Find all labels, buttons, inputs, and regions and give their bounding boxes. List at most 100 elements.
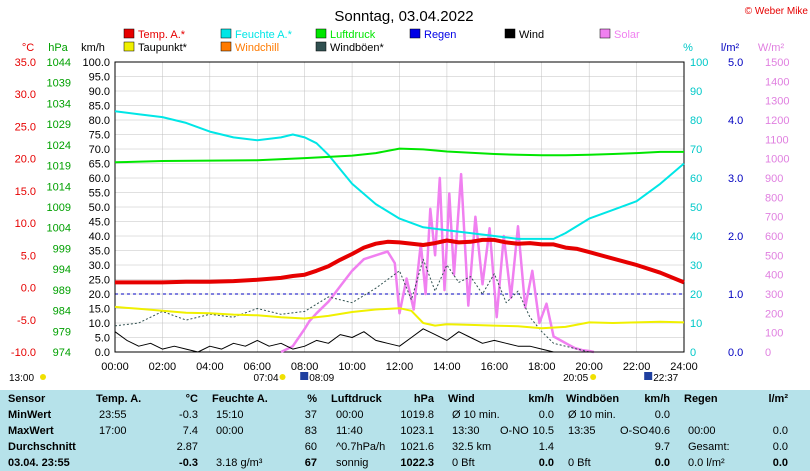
temp-value: -0.3 [179,457,198,469]
pressure-value: 1023.1 [400,425,434,437]
gust-value: 9.7 [654,441,670,453]
temp-axis-unit: °C [22,42,34,54]
wind-tick-label: 20.0 [89,289,110,301]
wind-time: Ø 10 min. [452,409,500,421]
row-label: 03.04. 23:55 [8,457,70,469]
header-temp: Temp. A. [96,393,142,405]
humidity-tick-label: 100 [690,57,708,69]
x-tick-label: 08:00 [291,361,319,373]
humidity-tick-label: 90 [690,86,702,98]
rain-time: 0.0 l/m² [688,457,725,469]
temp-tick-label: 10.0 [15,218,36,230]
temperature-line [115,237,685,285]
solar-tick-label: 200 [765,308,783,320]
solar-axis-unit: W/m² [758,42,785,54]
wind-tick-label: 95.0 [89,72,110,84]
wind-tick-label: 90.0 [89,86,110,98]
credit-text: © Weber Mike [745,6,809,17]
pressure-tick-label: 1014 [47,181,71,193]
humidity-tick-label: 0 [690,347,696,359]
humidity-value: 67 [304,457,317,469]
rain-axis-unit: l/m² [721,42,740,54]
wind-line [114,328,684,353]
solar-tick-label: 1500 [765,57,789,69]
rain-value: 0.0 [772,441,788,453]
legend-label: Feuchte A.* [235,29,293,41]
rain-value: 0.0 [772,457,788,469]
legend: Temp. A.* Feuchte A.* Luftdruck Regen Wind So… [123,28,640,54]
pressure-tick-label: 994 [53,264,71,276]
dewpoint-line [114,305,685,330]
wind-value: 10.5 [532,425,554,437]
wind-tick-label: 15.0 [89,304,110,316]
legend-swatch [220,41,232,52]
moonrise-icon [300,372,309,380]
time-label: 13:00 [9,373,34,384]
wind-tick-label: 0.0 [95,347,110,359]
rain-tick-label: 3.0 [728,173,743,185]
pressure-time: ^0.7hPa/h [336,441,386,453]
wind-tick-label: 60.0 [89,173,110,185]
x-tick-label: 06:00 [243,361,271,373]
wind-tick-label: 35.0 [89,246,110,258]
humidity-tick-label: 60 [690,173,702,185]
header-wind-unit: km/h [528,393,554,405]
pressure-time: sonnig [336,457,369,469]
temp-tick-label: 0.0 [21,283,36,295]
pressure-value: 1022.3 [400,457,434,469]
chart-title: Sonntag, 03.04.2022 [334,8,473,25]
temp-value: 7.4 [182,425,198,437]
humidity-value: 60 [304,441,317,453]
solar-tick-label: 700 [765,212,783,224]
legend-label: Temp. A.* [138,29,186,41]
legend-label: Luftdruck [330,29,376,41]
humidity-tick-label: 70 [690,144,702,156]
header-wind: Wind [448,393,475,405]
x-tick-label: 00:00 [101,361,129,373]
weather-chart: Sonntag, 03.04.2022 © Weber Mike Temp. A… [9,6,809,384]
temp-tick-label: 25.0 [15,121,36,133]
solar-tick-label: 1400 [765,76,789,88]
sunrise-icon [279,374,286,380]
legend-swatch [599,28,611,39]
legend-swatch [123,41,135,52]
pressure-line [114,147,684,164]
gust-time: 0 Bft [568,457,591,469]
solar-tick-label: 1300 [765,96,789,108]
wind-tick-label: 100.0 [82,57,110,69]
wind-tick-label: 5.0 [95,333,110,345]
header-sensor: Sensor [8,393,46,405]
wind-tick-label: 80.0 [89,115,110,127]
x-tick-label: 04:00 [196,361,224,373]
humidity-tick-label: 80 [690,115,702,127]
solar-tick-label: 1200 [765,115,789,127]
rain-tick-label: 5.0 [728,57,743,69]
solar-tick-label: 500 [765,250,783,262]
humidity-time: 3.18 g/m³ [216,457,263,469]
x-tick-label: 12:00 [386,361,414,373]
pressure-tick-label: 989 [53,285,71,297]
rain-tick-label: 0.0 [728,347,743,359]
moonrise-time: 08:09 [309,373,334,384]
wind-tick-label: 25.0 [89,275,110,287]
sun-moon-markers: 13:00 07:04 08:09 20:05 22:37 [9,372,679,384]
wind-tick-label: 40.0 [89,231,110,243]
pressure-tick-label: 999 [53,243,71,255]
legend-swatch [315,28,327,39]
wind-value: 0.0 [538,457,554,469]
solar-tick-label: 1100 [765,134,789,146]
rain-value: 0.0 [772,425,788,437]
temp-tick-label: -5.0 [17,315,36,327]
pressure-value: 1021.6 [400,441,434,453]
legend-swatch [504,28,516,39]
x-tick-label: 18:00 [528,361,556,373]
gust-value: 0.0 [654,457,670,469]
wind-tick-label: 55.0 [89,188,110,200]
rain-time: Gesamt: [688,441,730,453]
wind-tick-label: 45.0 [89,217,110,229]
row-label: Durchschnitt [8,441,76,453]
humidity-time: 00:00 [216,425,244,437]
plot-frame [114,61,685,353]
wind-tick-label: 85.0 [89,101,110,113]
pressure-tick-label: 984 [53,306,71,318]
